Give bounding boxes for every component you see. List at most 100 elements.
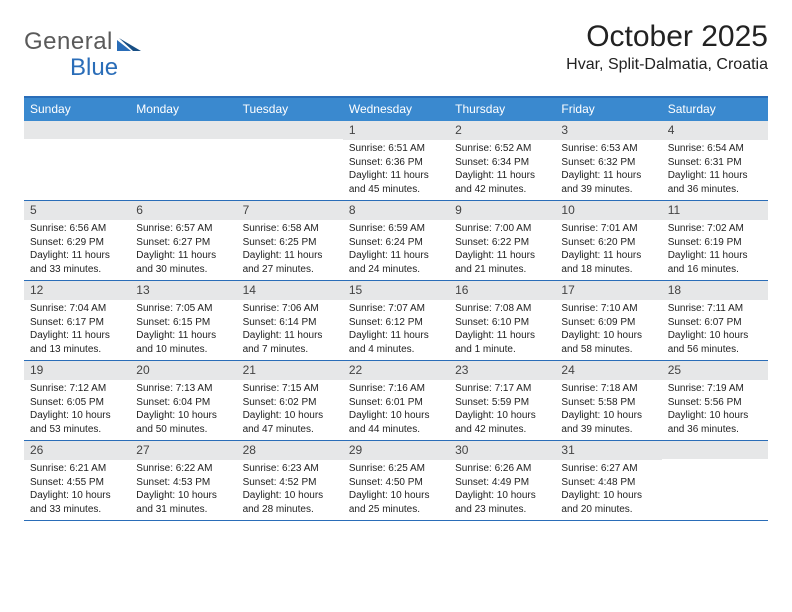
day-cell: 19Sunrise: 7:12 AMSunset: 6:05 PMDayligh… <box>24 361 130 440</box>
day-cell: 10Sunrise: 7:01 AMSunset: 6:20 PMDayligh… <box>555 201 661 280</box>
day-cell <box>24 121 130 200</box>
day-body: Sunrise: 6:59 AMSunset: 6:24 PMDaylight:… <box>343 220 449 280</box>
day-cell <box>237 121 343 200</box>
daylight2-line: and 7 minutes. <box>243 343 337 357</box>
sunrise-line: Sunrise: 7:07 AM <box>349 302 443 316</box>
daylight2-line: and 58 minutes. <box>561 343 655 357</box>
day-cell: 16Sunrise: 7:08 AMSunset: 6:10 PMDayligh… <box>449 281 555 360</box>
day-cell: 23Sunrise: 7:17 AMSunset: 5:59 PMDayligh… <box>449 361 555 440</box>
sunrise-line: Sunrise: 6:27 AM <box>561 462 655 476</box>
daylight1-line: Daylight: 11 hours <box>243 249 337 263</box>
day-cell: 31Sunrise: 6:27 AMSunset: 4:48 PMDayligh… <box>555 441 661 520</box>
day-cell: 14Sunrise: 7:06 AMSunset: 6:14 PMDayligh… <box>237 281 343 360</box>
day-body: Sunrise: 6:26 AMSunset: 4:49 PMDaylight:… <box>449 460 555 520</box>
week-row: 19Sunrise: 7:12 AMSunset: 6:05 PMDayligh… <box>24 361 768 441</box>
sunrise-line: Sunrise: 7:17 AM <box>455 382 549 396</box>
sunrise-line: Sunrise: 6:58 AM <box>243 222 337 236</box>
day-header-wednesday: Wednesday <box>343 98 449 121</box>
daylight1-line: Daylight: 10 hours <box>668 329 762 343</box>
day-number: 30 <box>449 441 555 460</box>
sunrise-line: Sunrise: 7:00 AM <box>455 222 549 236</box>
daylight2-line: and 18 minutes. <box>561 263 655 277</box>
day-cell: 1Sunrise: 6:51 AMSunset: 6:36 PMDaylight… <box>343 121 449 200</box>
daylight2-line: and 50 minutes. <box>136 423 230 437</box>
daylight2-line: and 56 minutes. <box>668 343 762 357</box>
sunrise-line: Sunrise: 6:59 AM <box>349 222 443 236</box>
day-number: 2 <box>449 121 555 140</box>
day-header-tuesday: Tuesday <box>237 98 343 121</box>
sunrise-line: Sunrise: 6:26 AM <box>455 462 549 476</box>
day-body: Sunrise: 7:11 AMSunset: 6:07 PMDaylight:… <box>662 300 768 360</box>
daylight1-line: Daylight: 10 hours <box>561 489 655 503</box>
daylight1-line: Daylight: 10 hours <box>668 409 762 423</box>
daylight1-line: Daylight: 11 hours <box>349 329 443 343</box>
sunrise-line: Sunrise: 7:06 AM <box>243 302 337 316</box>
sunrise-line: Sunrise: 6:23 AM <box>243 462 337 476</box>
day-body: Sunrise: 6:51 AMSunset: 6:36 PMDaylight:… <box>343 140 449 200</box>
day-cell: 21Sunrise: 7:15 AMSunset: 6:02 PMDayligh… <box>237 361 343 440</box>
daylight2-line: and 53 minutes. <box>30 423 124 437</box>
day-body: Sunrise: 7:13 AMSunset: 6:04 PMDaylight:… <box>130 380 236 440</box>
title-block: October 2025 Hvar, Split-Dalmatia, Croat… <box>566 20 768 74</box>
daylight1-line: Daylight: 10 hours <box>561 409 655 423</box>
sunset-line: Sunset: 6:12 PM <box>349 316 443 330</box>
sunrise-line: Sunrise: 7:05 AM <box>136 302 230 316</box>
sunset-line: Sunset: 6:36 PM <box>349 156 443 170</box>
daylight2-line: and 39 minutes. <box>561 423 655 437</box>
day-body <box>237 139 343 185</box>
sunrise-line: Sunrise: 7:12 AM <box>30 382 124 396</box>
daylight2-line: and 13 minutes. <box>30 343 124 357</box>
day-body: Sunrise: 6:22 AMSunset: 4:53 PMDaylight:… <box>130 460 236 520</box>
day-cell: 7Sunrise: 6:58 AMSunset: 6:25 PMDaylight… <box>237 201 343 280</box>
brand-general: General <box>24 28 113 56</box>
daylight2-line: and 33 minutes. <box>30 263 124 277</box>
day-number: 3 <box>555 121 661 140</box>
day-number: 10 <box>555 201 661 220</box>
sunset-line: Sunset: 6:15 PM <box>136 316 230 330</box>
day-number: 25 <box>662 361 768 380</box>
day-number: 22 <box>343 361 449 380</box>
day-cell: 15Sunrise: 7:07 AMSunset: 6:12 PMDayligh… <box>343 281 449 360</box>
day-body: Sunrise: 7:01 AMSunset: 6:20 PMDaylight:… <box>555 220 661 280</box>
week-row: 12Sunrise: 7:04 AMSunset: 6:17 PMDayligh… <box>24 281 768 361</box>
day-body: Sunrise: 7:12 AMSunset: 6:05 PMDaylight:… <box>24 380 130 440</box>
sunset-line: Sunset: 6:17 PM <box>30 316 124 330</box>
daylight2-line: and 4 minutes. <box>349 343 443 357</box>
day-number: 4 <box>662 121 768 140</box>
sunrise-line: Sunrise: 7:15 AM <box>243 382 337 396</box>
day-body: Sunrise: 6:56 AMSunset: 6:29 PMDaylight:… <box>24 220 130 280</box>
day-cell: 26Sunrise: 6:21 AMSunset: 4:55 PMDayligh… <box>24 441 130 520</box>
day-body <box>24 139 130 185</box>
sunset-line: Sunset: 6:09 PM <box>561 316 655 330</box>
sunrise-line: Sunrise: 6:54 AM <box>668 142 762 156</box>
day-header-sunday: Sunday <box>24 98 130 121</box>
sunrise-line: Sunrise: 6:57 AM <box>136 222 230 236</box>
daylight1-line: Daylight: 11 hours <box>455 169 549 183</box>
daylight1-line: Daylight: 11 hours <box>668 169 762 183</box>
sunset-line: Sunset: 6:14 PM <box>243 316 337 330</box>
day-number: 31 <box>555 441 661 460</box>
sunset-line: Sunset: 6:01 PM <box>349 396 443 410</box>
day-number: 6 <box>130 201 236 220</box>
day-cell: 30Sunrise: 6:26 AMSunset: 4:49 PMDayligh… <box>449 441 555 520</box>
day-body: Sunrise: 7:00 AMSunset: 6:22 PMDaylight:… <box>449 220 555 280</box>
daylight1-line: Daylight: 11 hours <box>243 329 337 343</box>
day-number <box>662 441 768 459</box>
day-cell: 12Sunrise: 7:04 AMSunset: 6:17 PMDayligh… <box>24 281 130 360</box>
daylight2-line: and 33 minutes. <box>30 503 124 517</box>
day-cell: 17Sunrise: 7:10 AMSunset: 6:09 PMDayligh… <box>555 281 661 360</box>
day-cell: 8Sunrise: 6:59 AMSunset: 6:24 PMDaylight… <box>343 201 449 280</box>
day-number: 23 <box>449 361 555 380</box>
daylight2-line: and 31 minutes. <box>136 503 230 517</box>
daylight2-line: and 23 minutes. <box>455 503 549 517</box>
day-header-thursday: Thursday <box>449 98 555 121</box>
day-body: Sunrise: 7:02 AMSunset: 6:19 PMDaylight:… <box>662 220 768 280</box>
sunset-line: Sunset: 6:22 PM <box>455 236 549 250</box>
day-number: 29 <box>343 441 449 460</box>
sunrise-line: Sunrise: 6:22 AM <box>136 462 230 476</box>
day-body: Sunrise: 7:15 AMSunset: 6:02 PMDaylight:… <box>237 380 343 440</box>
sunset-line: Sunset: 6:20 PM <box>561 236 655 250</box>
day-body: Sunrise: 7:18 AMSunset: 5:58 PMDaylight:… <box>555 380 661 440</box>
day-number: 7 <box>237 201 343 220</box>
daylight1-line: Daylight: 11 hours <box>349 249 443 263</box>
